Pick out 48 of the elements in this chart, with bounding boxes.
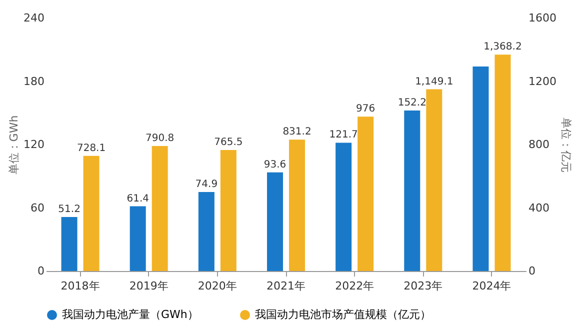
y2-tick-label: 400 bbox=[528, 201, 550, 214]
bar bbox=[130, 206, 146, 271]
y-tick-label: 60 bbox=[30, 201, 44, 214]
bar bbox=[220, 150, 236, 271]
y-tick-label: 0 bbox=[38, 264, 44, 278]
bar bbox=[472, 66, 489, 271]
data-label: 93.6 bbox=[264, 159, 286, 170]
y2-tick-label: 1600 bbox=[528, 12, 556, 24]
data-label: 74.9 bbox=[195, 179, 218, 190]
x-tick-label: 2023年 bbox=[404, 280, 443, 292]
x-tick-label: 2022年 bbox=[335, 280, 374, 292]
bar bbox=[426, 89, 442, 271]
bar bbox=[404, 110, 420, 271]
y-tick-label: 180 bbox=[24, 74, 44, 88]
y2-axis-title: 单位：亿元 bbox=[559, 118, 572, 172]
data-label: 61.4 bbox=[126, 193, 149, 204]
bar bbox=[358, 116, 374, 271]
bar bbox=[289, 140, 305, 271]
y-tick-label: 240 bbox=[24, 12, 44, 24]
data-label: 1,368.2 bbox=[484, 42, 522, 53]
y-axis-title: 单位：GWh bbox=[8, 115, 21, 175]
data-label: 121.7 bbox=[329, 130, 358, 141]
y2-tick-label: 800 bbox=[528, 138, 550, 151]
y-tick-label: 120 bbox=[24, 138, 44, 151]
bar bbox=[61, 217, 78, 271]
data-label: 152.2 bbox=[398, 98, 426, 109]
bar bbox=[152, 146, 168, 271]
bar bbox=[198, 192, 214, 271]
legend-label: 我国动力电池市场产值规模（亿元） bbox=[255, 308, 431, 321]
bar bbox=[83, 156, 100, 271]
x-tick-label: 2021年 bbox=[266, 280, 306, 292]
bar bbox=[494, 54, 511, 271]
bar bbox=[267, 172, 283, 271]
data-label: 765.5 bbox=[214, 136, 243, 148]
data-label: 831.2 bbox=[282, 126, 312, 138]
data-label: 1,149.1 bbox=[415, 76, 454, 88]
data-label: 790.8 bbox=[146, 132, 174, 144]
x-tick-label: 2018年 bbox=[60, 280, 100, 292]
x-tick-label: 2019年 bbox=[129, 280, 168, 292]
y2-tick-label: 0 bbox=[528, 264, 536, 278]
legend-label: 我国动力电池产量（GWh） bbox=[62, 308, 198, 321]
x-tick-label: 2020年 bbox=[198, 280, 237, 292]
data-label: 51.2 bbox=[58, 204, 80, 216]
x-tick-label: 2024年 bbox=[472, 280, 512, 292]
y2-tick-label: 1200 bbox=[528, 74, 556, 88]
data-label: 976 bbox=[356, 104, 376, 115]
bar bbox=[336, 142, 352, 271]
data-label: 728.1 bbox=[76, 142, 106, 154]
